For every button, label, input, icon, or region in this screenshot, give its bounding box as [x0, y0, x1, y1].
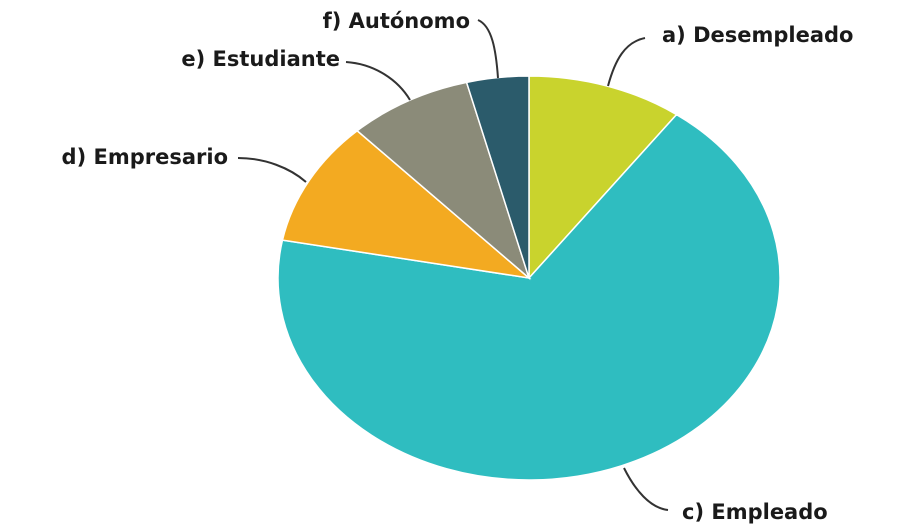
- slice-label: c) Empleado: [682, 500, 828, 524]
- pie-slice: [281, 129, 532, 280]
- leader-line: [237, 157, 307, 183]
- leader-line: [477, 19, 499, 79]
- leader-line: [607, 37, 646, 87]
- slice-label: e) Estudiante: [181, 47, 340, 71]
- slice-label: f) Autónomo: [323, 9, 470, 33]
- leader-line: [345, 61, 411, 101]
- pie-slice: [277, 113, 781, 481]
- pie-slice: [528, 75, 678, 280]
- pie-slice: [355, 81, 531, 281]
- slice-label: a) Desempleado: [662, 23, 853, 47]
- leader-line: [623, 467, 669, 511]
- slice-label: d) Empresario: [62, 145, 228, 169]
